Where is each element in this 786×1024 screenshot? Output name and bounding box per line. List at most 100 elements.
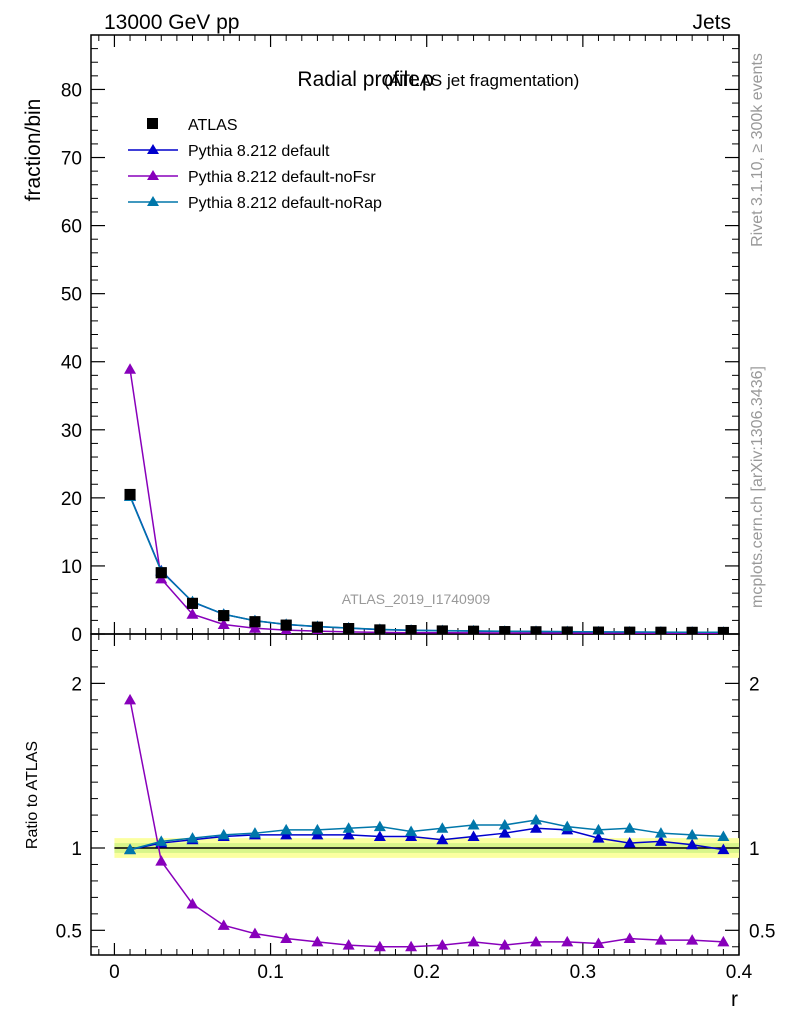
ratio-point-2 xyxy=(405,940,418,952)
ratio-point-3 xyxy=(592,823,605,835)
ratio-tick-label-right: 0.5 xyxy=(749,921,775,942)
atlas-data-point-top xyxy=(592,626,604,634)
ratio-point-2 xyxy=(592,937,605,948)
legend-label-atlas: ATLAS xyxy=(188,117,238,134)
y-tick-label: 60 xyxy=(61,217,82,238)
x-tick-label: 0.3 xyxy=(570,962,596,983)
atlas-data-point-top xyxy=(686,626,698,634)
ratio-point-1 xyxy=(373,830,386,841)
legend-marker-default xyxy=(147,144,159,154)
legend-label-nofsr: Pythia 8.212 default-noFsr xyxy=(188,169,376,186)
ratio-tick-label-right: 1 xyxy=(749,839,760,860)
main-plot-data xyxy=(124,363,729,634)
legend-label-default: Pythia 8.212 default xyxy=(188,143,330,160)
atlas-data-point-top xyxy=(218,610,230,622)
ratio-point-3 xyxy=(654,827,667,838)
ratio-y-axis-title: Ratio to ATLAS xyxy=(24,741,41,849)
ratio-point-2 xyxy=(248,927,261,939)
x-tick-label: 0.4 xyxy=(726,962,753,983)
ratio-point-3 xyxy=(623,822,636,833)
plot-subtitle: (ATLAS jet fragmentation) xyxy=(384,71,579,90)
ratio-point-1 xyxy=(654,835,667,846)
ratio-tick-label-left: 0.5 xyxy=(56,921,82,942)
ratio-point-3 xyxy=(498,818,511,830)
legend: ATLAS Pythia 8.212 default Pythia 8.212 … xyxy=(128,117,382,212)
ratio-line-2 xyxy=(129,699,724,948)
atlas-data-point-top xyxy=(624,626,636,634)
atlas-data-point-top xyxy=(717,626,729,634)
ratio-point-2 xyxy=(530,935,543,947)
axis-ticks: 0 0.1 0.2 0.3 0.4 0 10 20 30 40 50 60 70 80 0.5 0.5 1 1 2 2 xyxy=(56,35,775,983)
series-point-2 xyxy=(217,618,230,629)
x-tick-label: 0.1 xyxy=(257,962,283,983)
x-tick-label: 0.2 xyxy=(413,962,439,983)
x-tick-label: 0 xyxy=(109,962,120,983)
atlas-data-point-top xyxy=(311,621,323,633)
atlas-data-point-top xyxy=(468,625,480,634)
mcplots-reference-label: mcplots.cern.ch [arXiv:1306.3436] xyxy=(749,366,766,608)
ratio-point-3 xyxy=(280,823,293,835)
legend-label-norap: Pythia 8.212 default-noRap xyxy=(188,195,382,212)
ratio-point-2 xyxy=(280,932,293,944)
atlas-data-point-top xyxy=(343,623,355,634)
atlas-data-point-top xyxy=(374,624,386,634)
ratio-plot-data xyxy=(114,693,739,952)
ratio-point-1 xyxy=(467,830,480,841)
analysis-watermark: ATLAS_2019_I1740909 xyxy=(342,591,491,607)
atlas-data-point-top xyxy=(655,626,667,634)
ratio-point-3 xyxy=(124,843,137,855)
ratio-point-2 xyxy=(654,934,667,945)
ratio-point-2 xyxy=(311,935,324,947)
atlas-data-point-top xyxy=(280,619,292,631)
ratio-point-2 xyxy=(561,935,574,947)
x-axis-title: r xyxy=(731,988,738,1011)
ratio-point-3 xyxy=(311,823,324,835)
ratio-point-1 xyxy=(436,833,449,845)
atlas-data-point-top xyxy=(530,626,542,634)
rivet-version-label: Rivet 3.1.10, ≥ 300k events xyxy=(749,53,766,247)
ratio-tick-label-left: 2 xyxy=(71,674,82,695)
plot-title-symbol: ρ xyxy=(422,68,434,91)
ratio-point-1 xyxy=(530,822,543,833)
ratio-point-2 xyxy=(217,919,230,930)
ratio-point-3 xyxy=(155,835,168,846)
ratio-point-1 xyxy=(342,828,355,840)
ratio-point-3 xyxy=(186,832,199,843)
ratio-point-3 xyxy=(530,814,543,825)
ratio-tick-label-left: 1 xyxy=(71,839,82,860)
ratio-point-3 xyxy=(342,822,355,833)
ratio-point-2 xyxy=(186,897,199,909)
collision-energy-label: 13000 GeV pp xyxy=(104,11,239,34)
ratio-point-2 xyxy=(436,939,449,950)
y-tick-label: 20 xyxy=(61,489,82,510)
process-label: Jets xyxy=(692,11,731,34)
atlas-data-point-top xyxy=(124,488,136,500)
atlas-data-point-top xyxy=(186,597,198,609)
series-point-2 xyxy=(186,608,199,619)
ratio-point-1 xyxy=(498,827,511,838)
legend-marker-nofsr xyxy=(147,170,159,180)
ratio-point-2 xyxy=(342,939,355,950)
ratio-point-3 xyxy=(405,825,418,837)
ratio-point-3 xyxy=(217,828,230,840)
series-point-2 xyxy=(124,363,137,374)
atlas-data-point-top xyxy=(405,625,417,634)
ratio-point-2 xyxy=(467,935,480,947)
y-tick-label: 50 xyxy=(61,285,82,306)
ratio-point-1 xyxy=(686,838,699,850)
ratio-point-2 xyxy=(373,940,386,952)
y-tick-label: 30 xyxy=(61,421,82,442)
ratio-point-3 xyxy=(373,820,386,832)
plot-title: Radial profile xyxy=(297,68,420,91)
ratio-point-2 xyxy=(124,693,137,705)
y-tick-label: 0 xyxy=(71,625,82,646)
ratio-line-1 xyxy=(129,827,724,851)
ratio-point-3 xyxy=(467,818,480,830)
ratio-point-3 xyxy=(436,822,449,833)
ratio-point-3 xyxy=(717,830,730,841)
legend-marker-atlas xyxy=(147,118,158,129)
ratio-point-2 xyxy=(498,939,511,950)
y-tick-label: 80 xyxy=(61,80,82,101)
ratio-point-3 xyxy=(248,827,261,838)
